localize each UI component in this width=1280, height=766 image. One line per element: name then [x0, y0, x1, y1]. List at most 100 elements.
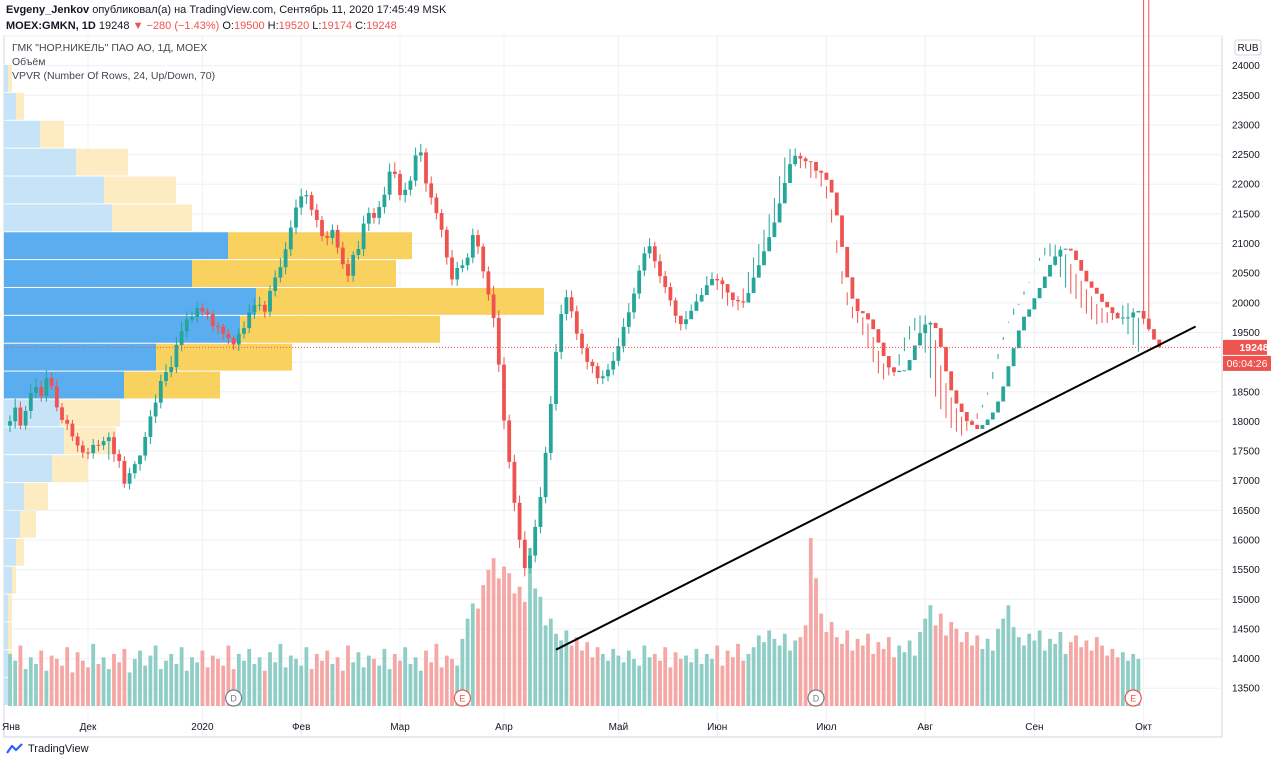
price-tick-label: 19500 [1232, 328, 1260, 339]
candle-body [366, 212, 371, 224]
candle-body [668, 287, 673, 301]
volume-bar [392, 653, 397, 706]
candle-body [356, 249, 361, 255]
volume-bar [49, 655, 54, 706]
trend-line[interactable] [555, 325, 1197, 651]
volume-bar [351, 662, 356, 706]
vpvr-down-bar [16, 538, 24, 566]
candle-body [658, 261, 662, 277]
price-tick-label: 23500 [1232, 91, 1260, 102]
vpvr-up-bar [4, 232, 228, 260]
candle-body [153, 402, 158, 417]
vpvr-down-bar [192, 260, 396, 287]
volume-bar [346, 645, 350, 706]
candle-body [855, 298, 860, 312]
candle-body [684, 319, 688, 325]
candle-body [44, 378, 49, 397]
candle-body [18, 407, 23, 426]
price-tick-label: 23000 [1232, 120, 1260, 131]
legend-volume[interactable]: Объём [12, 56, 46, 68]
volume-bar [75, 652, 80, 706]
candle-body [710, 278, 714, 286]
tradingview-logo-icon [6, 743, 23, 754]
candle-body [80, 445, 85, 453]
volume-bar [195, 662, 200, 706]
volume-bar [216, 658, 220, 706]
candle-body [195, 307, 200, 317]
candle-body [1079, 259, 1084, 271]
candle-body [554, 351, 558, 404]
candle-body [418, 152, 423, 156]
candle-body [340, 247, 345, 265]
candle-body [533, 526, 538, 556]
price-tick-label: 15000 [1232, 595, 1260, 606]
candle-body [60, 407, 64, 420]
countdown-text: 06:04:26 [1227, 358, 1268, 370]
volume-bar [944, 635, 948, 706]
vpvr-down-bar [20, 510, 36, 538]
volume-bar [236, 653, 241, 706]
price-tag-text: 19248 [1239, 342, 1268, 354]
volume-bar [299, 665, 304, 706]
candle-body [1058, 249, 1063, 257]
price-tick-label: 22500 [1232, 150, 1260, 161]
candle-body [200, 307, 205, 312]
tradingview-brand[interactable]: TradingView [28, 743, 89, 755]
volume-bar [912, 655, 917, 706]
volume-bar [548, 618, 553, 706]
price-axis[interactable]: 13500 14000 14500 15000 15500 16000 16500 17000… [1232, 61, 1260, 695]
volume-bar [834, 637, 839, 706]
price-tick-label: 20000 [1232, 298, 1260, 309]
price-tick-label: 16000 [1232, 535, 1260, 546]
candle-body [782, 182, 787, 204]
candle-body [106, 437, 111, 442]
volume-bar [1027, 633, 1032, 706]
candle-body [990, 412, 995, 420]
candle-body [283, 249, 288, 268]
candle-body [476, 235, 480, 247]
candle-body [382, 194, 387, 208]
currency-badge[interactable]: RUB [1234, 39, 1262, 56]
volume-bar [543, 625, 548, 706]
volume-bar [387, 669, 392, 706]
candle-body [933, 322, 938, 329]
volume-bar [996, 628, 1000, 706]
volume-bar [803, 625, 808, 706]
volume-bar [658, 660, 662, 706]
candle-body [216, 326, 220, 328]
volume-bar [158, 669, 163, 706]
vpvr-up-bar [4, 260, 192, 287]
candle-body [746, 293, 751, 303]
volume-bar [221, 665, 226, 706]
volume-bar [39, 650, 44, 706]
author-name[interactable]: Evgeny_Jenkov [6, 4, 90, 16]
vpvr-down-bar [52, 455, 88, 483]
volume-bar [413, 657, 418, 706]
volume-bar [611, 648, 616, 706]
candle-body [907, 360, 912, 371]
candle-body [637, 270, 642, 294]
volume-bar [580, 650, 584, 706]
volume-bar [1126, 660, 1130, 706]
candle-body [361, 223, 366, 250]
volume-bar [569, 645, 574, 706]
candle-body [600, 376, 605, 379]
candle-body [704, 285, 709, 296]
volume-bar [704, 653, 709, 706]
volume-bar [127, 672, 132, 706]
legend-vpvr[interactable]: VPVR (Number Of Rows, 24, Up/Down, 70) [12, 70, 216, 82]
volume-bar [559, 640, 564, 706]
symbol-label: MOEX:GMKN, 1D [6, 20, 96, 32]
time-axis[interactable]: Янв Дек 2020 Фев Мар Апр Май Июн Июл Авг Сен Окт [2, 722, 1152, 733]
volume-bar [528, 548, 532, 706]
legend-title[interactable]: ГМК "НОР.НИКЕЛЬ" ПАО АО, 1Д, MOEX [12, 42, 208, 54]
price-tick-label: 18500 [1232, 387, 1260, 398]
volume-bar [60, 665, 64, 706]
volume-bar [450, 658, 454, 706]
currency-label: RUB [1237, 43, 1258, 54]
candle-body [221, 326, 226, 334]
candle-body [512, 461, 517, 503]
candle-body [580, 333, 584, 349]
event-marker-label: D [813, 694, 820, 704]
